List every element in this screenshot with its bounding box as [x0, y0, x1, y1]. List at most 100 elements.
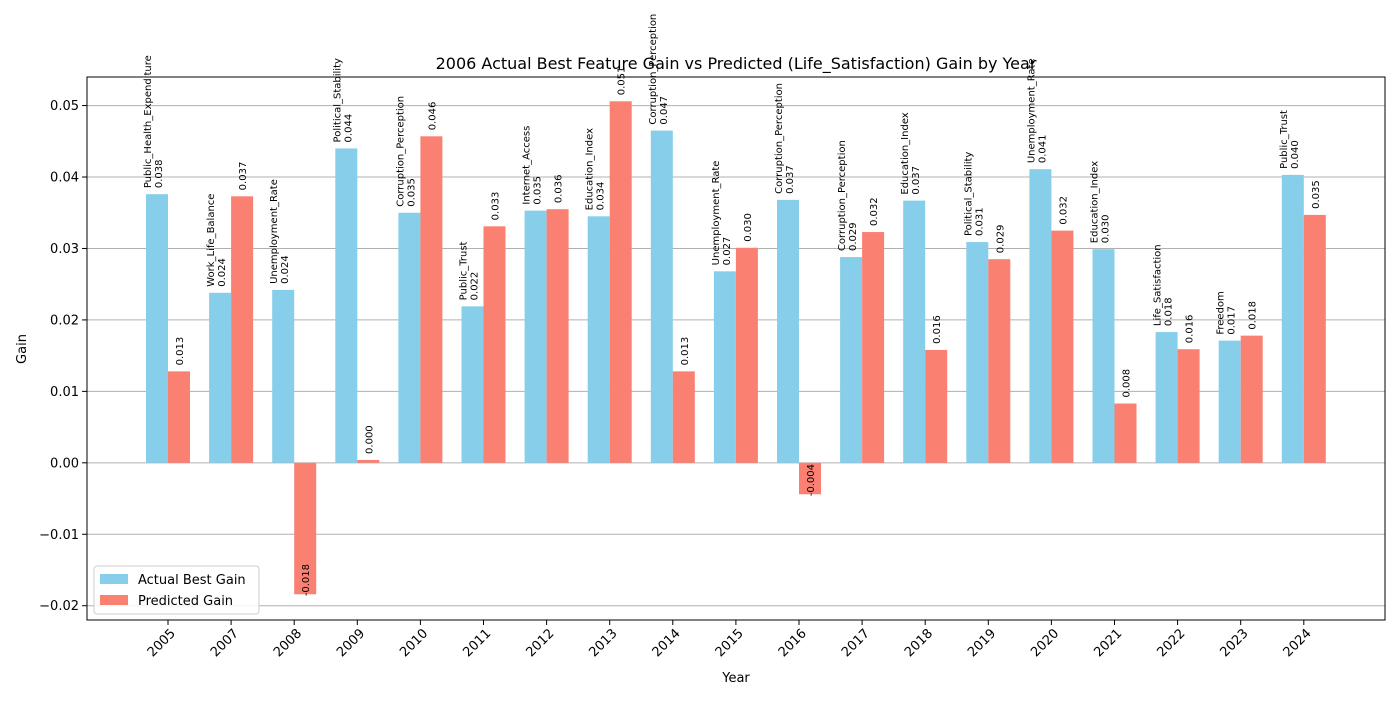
- actual-gain-label: Public_Trust0.022: [459, 241, 481, 300]
- y-tick-label: −0.02: [39, 599, 79, 614]
- predicted-gain-label: 0.037: [238, 162, 249, 191]
- y-tick-label: 0.05: [50, 99, 79, 114]
- actual-gain-bar: [1155, 332, 1178, 463]
- legend-label-predicted: Predicted Gain: [138, 594, 233, 609]
- predicted-gain-label: 0.051: [617, 67, 628, 96]
- x-tick-label: 2008: [271, 626, 305, 660]
- x-tick-label: 2015: [713, 626, 747, 660]
- predicted-gain-label: 0.016: [932, 315, 943, 344]
- x-tick-label: 2020: [1028, 626, 1062, 660]
- predicted-gain-bar: [1303, 214, 1326, 463]
- actual-gain-label: Freedom0.017: [1216, 291, 1238, 334]
- y-tick-label: 0.03: [50, 242, 79, 257]
- y-tick-label: 0.04: [50, 171, 79, 186]
- y-axis: −0.02 −0.01 0.00 0.01 0.02 0.03 0.04 0.05: [39, 99, 87, 614]
- x-tick-label: 2022: [1154, 626, 1188, 660]
- actual-gain-bar: [335, 148, 358, 463]
- actual-gain-bar: [209, 292, 232, 463]
- x-tick-label: 2007: [208, 626, 242, 660]
- actual-gain-bar: [1281, 174, 1304, 463]
- actual-gain-label: Corruption_Perception0.047: [648, 14, 670, 125]
- x-tick-label: 2013: [587, 626, 621, 660]
- actual-gain-bar: [903, 200, 926, 463]
- actual-gain-label: Political_Stability0.044: [332, 58, 354, 142]
- actual-gain-label: Unemployment_Rate0.027: [711, 161, 733, 266]
- legend-frame: [93, 565, 260, 615]
- predicted-gain-label: 0.013: [680, 337, 691, 366]
- predicted-gain-bar: [357, 459, 380, 463]
- legend-swatch-actual: [100, 574, 128, 584]
- actual-gain-label: Work_Life_Balance0.024: [206, 194, 228, 287]
- x-axis: 2005 2007 2008 2009 2010 2011 2012 2013 2014 2015…: [145, 620, 1315, 660]
- actual-gain-label: Education_Index0.030: [1090, 161, 1112, 243]
- predicted-gain-bar: [735, 247, 758, 463]
- x-tick-label: 2012: [523, 626, 557, 660]
- actual-gain-bar: [1092, 249, 1115, 463]
- predicted-gain-bar: [231, 196, 254, 463]
- predicted-gain-bar: [546, 209, 569, 463]
- predicted-gain-label: 0.029: [995, 225, 1006, 254]
- predicted-gain-bar: [483, 226, 506, 463]
- actual-gain-bar: [146, 194, 168, 463]
- predicted-gain-label: 0.032: [869, 197, 880, 226]
- actual-gain-bar: [524, 210, 547, 463]
- actual-gain-label: Unemployment_Rate0.024: [269, 179, 291, 284]
- predicted-gain-label: 0.008: [1122, 369, 1133, 398]
- legend: Actual Best Gain Predicted Gain: [93, 565, 260, 615]
- x-tick-label: 2014: [650, 626, 684, 660]
- predicted-gain-label: -0.018: [301, 564, 312, 596]
- predicted-gain-label: 0.018: [1248, 301, 1259, 330]
- x-tick-label: 2005: [145, 626, 179, 660]
- actual-gain-label: Corruption_Perception0.035: [395, 96, 417, 207]
- predicted-gain-label: 0.046: [427, 102, 438, 131]
- predicted-gain-bar: [294, 462, 317, 595]
- actual-gain-label: Political_Stability0.031: [963, 152, 985, 236]
- actual-gain-bar: [777, 199, 799, 463]
- predicted-gain-label: 0.035: [1311, 180, 1322, 209]
- y-tick-label: −0.01: [39, 528, 79, 543]
- actual-gain-label: Corruption_Perception0.037: [774, 83, 796, 194]
- actual-gain-bar: [840, 257, 863, 463]
- actual-gain-label: Public_Trust0.040: [1279, 110, 1301, 169]
- x-tick-label: 2021: [1091, 626, 1125, 660]
- predicted-gain-bar: [1114, 403, 1137, 463]
- legend-swatch-predicted: [100, 595, 128, 605]
- y-tick-label: 0.02: [50, 313, 79, 328]
- x-tick-label: 2011: [460, 626, 494, 660]
- actual-gain-bar: [713, 271, 736, 463]
- predicted-gain-label: 0.030: [743, 213, 754, 242]
- predicted-gain-bar: [420, 136, 443, 463]
- x-tick-label: 2024: [1281, 626, 1315, 660]
- actual-gain-bar: [1029, 169, 1052, 463]
- predicted-gain-bar: [1240, 335, 1263, 463]
- x-tick-label: 2017: [839, 626, 873, 660]
- x-tick-label: 2010: [397, 626, 431, 660]
- labels-layer: Public_Health_Expenditure0.038 0.013 Work_…: [143, 14, 1322, 597]
- actual-gain-bar: [966, 242, 989, 463]
- actual-gain-bar: [272, 289, 295, 463]
- predicted-gain-bar: [862, 232, 885, 463]
- x-tick-label: 2019: [965, 626, 999, 660]
- actual-gain-label: Unemployment_Rate0.041: [1026, 58, 1048, 163]
- predicted-gain-label: 0.000: [364, 425, 375, 454]
- x-tick-label: 2016: [776, 626, 810, 660]
- chart-title: 2006 Actual Best Feature Gain vs Predict…: [436, 54, 1037, 74]
- predicted-gain-label: -0.004: [806, 464, 817, 496]
- predicted-gain-bar: [1051, 230, 1074, 463]
- x-tick-label: 2023: [1218, 626, 1252, 660]
- y-axis-label: Gain: [15, 334, 30, 364]
- x-axis-label: Year: [721, 671, 750, 686]
- y-tick-label: 0.00: [50, 456, 79, 471]
- actual-gain-bar: [587, 216, 610, 463]
- predicted-gain-bar: [988, 259, 1011, 463]
- actual-gain-bar: [398, 212, 421, 463]
- predicted-gain-bar: [168, 371, 190, 463]
- legend-label-actual: Actual Best Gain: [138, 573, 246, 588]
- actual-gain-bar: [650, 130, 673, 463]
- predicted-gain-bar: [925, 349, 948, 463]
- actual-gain-label: Education_Index0.037: [900, 112, 922, 194]
- actual-gain-label: Life_Satisfaction0.018: [1153, 244, 1175, 326]
- x-tick-label: 2009: [334, 626, 368, 660]
